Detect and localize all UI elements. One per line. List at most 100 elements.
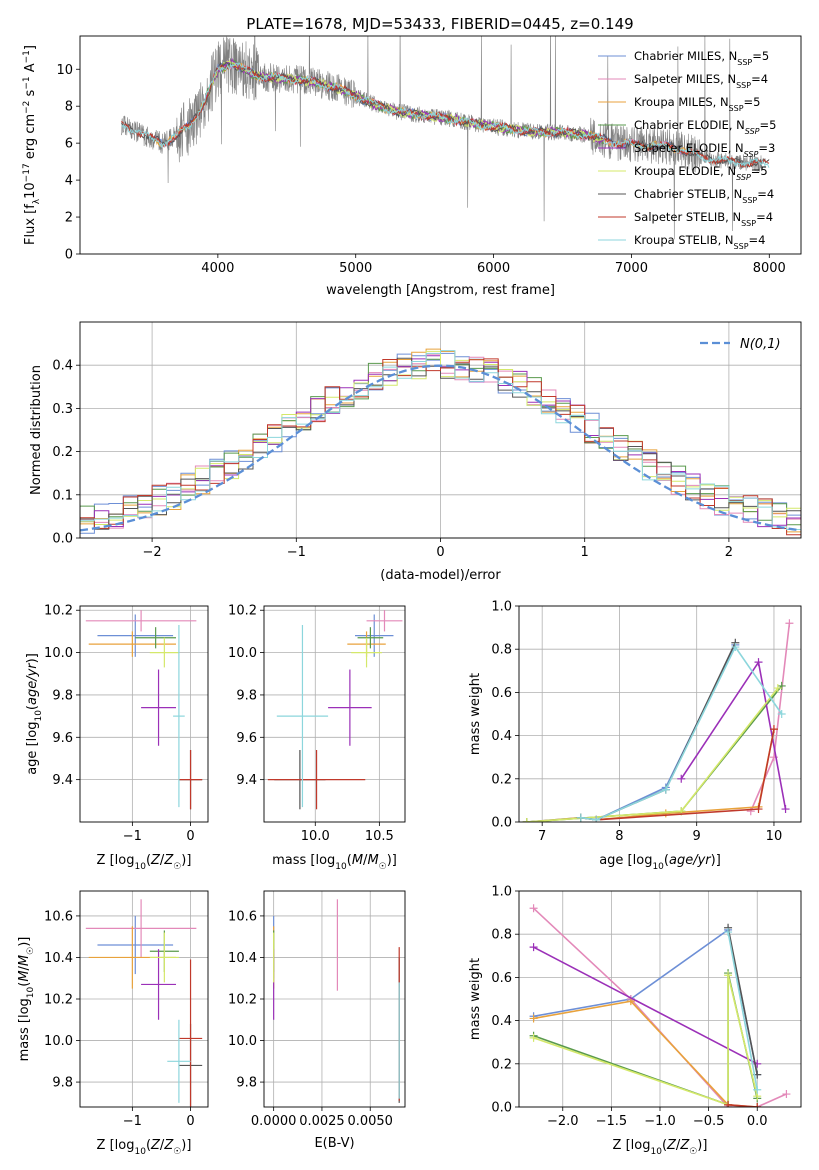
- x-axis-label: Z [log10(Z/Z☉)]: [97, 853, 192, 872]
- x-axis-label: E(B-V): [314, 1136, 354, 1151]
- weight-plot-area: [529, 904, 791, 1107]
- y-tick-label: 10.0: [228, 1034, 257, 1049]
- x-tick-label: 5000: [339, 261, 372, 276]
- svg-text:Z [log10(Z/Z☉)]: Z [log10(Z/Z☉)]: [97, 853, 192, 872]
- y-axis-label: mass [log10(M/M☉)]: [17, 937, 36, 1062]
- x-tick-label: 8000: [753, 261, 786, 276]
- y-tick-label: 10.4: [44, 951, 73, 966]
- ticks: 10.0 10.5 9.4 9.6 9.8 10.0 10.2: [228, 604, 394, 844]
- y-tick-label: 1.0: [491, 885, 512, 900]
- y-tick-label: 0.6: [491, 971, 512, 986]
- x-tick-label: −2.0: [547, 1114, 579, 1129]
- x-axis-label: (data-model)/error: [380, 568, 501, 583]
- x-tick-label: 1: [581, 545, 589, 560]
- weight-series: [529, 971, 762, 1107]
- ebv-vs-mass-panel: 0.0000 0.0025 0.0050 9.8 10.0 10.2 10.4 10.6 E(B…: [228, 890, 406, 1151]
- model-spectrum: [121, 63, 770, 168]
- x-tick-label: −1.5: [596, 1114, 628, 1129]
- z-vs-weight-panel: −2.0 −1.5 −1.0 −0.5 0.0 0.0 0.2 0.4 0.6 0.8 1.0 mas…: [468, 885, 802, 1157]
- y-tick-label: 10.0: [44, 646, 73, 661]
- weight-marker: [592, 815, 601, 822]
- y-tick-label: 8: [65, 100, 73, 115]
- legend-entry: N(0,1): [740, 337, 781, 352]
- errorbar-point: [141, 669, 176, 746]
- x-axis-label: mass [log10(M/M☉)]: [272, 853, 397, 872]
- y-tick-label: 0.2: [491, 772, 512, 787]
- x-tick-label: 0.0000: [251, 1114, 297, 1129]
- y-tick-label: 0: [65, 248, 73, 263]
- y-tick-label: 0.6: [491, 686, 512, 701]
- x-tick-label: 4000: [201, 261, 234, 276]
- weight-marker: [753, 1085, 762, 1094]
- weight-series: [522, 640, 740, 822]
- x-tick-label: 0.0: [747, 1114, 768, 1129]
- weight-line: [533, 972, 758, 1106]
- weight-marker: [781, 805, 790, 814]
- x-tick-label: −0.5: [693, 1114, 725, 1129]
- weight-series: [724, 1100, 762, 1107]
- weight-marker: [576, 813, 585, 822]
- errorbar-point: [149, 932, 179, 983]
- weight-line: [533, 907, 787, 1107]
- weight-marker: [529, 1014, 538, 1023]
- weight-marker: [782, 1090, 791, 1099]
- normal-curve: [80, 364, 799, 532]
- x-tick-label: 0: [186, 1114, 194, 1129]
- ticks: −1 0 9.8 10.0 10.2 10.4 10.6: [44, 909, 195, 1129]
- spectrum-plot-area: [120, 36, 770, 240]
- legend-entry: Salpeter MILES, NSSP=4: [634, 72, 768, 90]
- legend-entry: Kroupa MILES, NSSP=5: [634, 95, 760, 113]
- model-spectrum: [120, 61, 770, 169]
- x-tick-label: 10: [766, 829, 783, 844]
- grid: [264, 891, 405, 1107]
- axes-frame: [79, 35, 802, 255]
- axes-frame: [263, 890, 406, 1108]
- y-tick-label: 2: [65, 211, 73, 226]
- x-tick-label: 0.0050: [347, 1114, 393, 1129]
- weight-marker: [777, 710, 786, 718]
- weight-marker: [529, 943, 538, 952]
- axes-frame: [518, 890, 802, 1108]
- weight-marker: [661, 809, 670, 818]
- y-tick-label: 1.0: [491, 600, 512, 615]
- weight-series: [576, 643, 786, 822]
- weight-line: [526, 685, 783, 822]
- weight-line: [533, 946, 758, 1065]
- axes-frame: [79, 890, 209, 1108]
- mass-vs-age-panel: 10.0 10.5 9.4 9.6 9.8 10.0 10.2 mass [log10(M/M…: [228, 604, 406, 872]
- weight-plot-area: [522, 619, 794, 822]
- weight-marker: [754, 658, 763, 667]
- ticks: 7 8 9 10 0.0 0.2 0.4 0.6 0.8 1.0: [491, 600, 782, 845]
- weight-series: [529, 969, 762, 1107]
- errorbar-plot-area: [85, 899, 203, 1107]
- errorbar-point: [97, 915, 174, 975]
- svg-text:mass [log10(M/M☉)]: mass [log10(M/M☉)]: [17, 937, 36, 1062]
- svg-text:Z [log10(Z/Z☉)]: Z [log10(Z/Z☉)]: [613, 1138, 708, 1157]
- model-spectrum: [121, 62, 770, 168]
- grid: [80, 606, 208, 822]
- y-tick-label: 9.8: [52, 688, 73, 703]
- y-tick-label: 4: [65, 174, 73, 189]
- x-tick-label: −2: [143, 545, 162, 560]
- histogram-plot-area: [80, 348, 801, 538]
- x-tick-label: 6000: [477, 261, 510, 276]
- ticks: 4000 5000 6000 7000 8000 0 2 4 6 8 10: [56, 63, 785, 276]
- y-tick-label: 0.0: [491, 1101, 512, 1116]
- x-tick-label: 0: [436, 545, 444, 560]
- ticks: −2.0 −1.5 −1.0 −0.5 0.0 0.0 0.2 0.4 0.6 0.8 1.0: [491, 885, 767, 1130]
- svg-text:Flux [fλ10−17 erg cm−2 s−1 A−1: Flux [fλ10−17 erg cm−2 s−1 A−1]: [22, 45, 42, 245]
- y-tick-label: 9.6: [52, 731, 73, 746]
- x-axis-label: Z [log10(Z/Z☉)]: [97, 1138, 192, 1157]
- x-tick-label: 9: [693, 829, 701, 844]
- y-tick-label: 10.2: [228, 604, 257, 619]
- weight-marker: [731, 643, 740, 652]
- ticks: −1 0 9.4 9.6 9.8 10.0 10.2: [44, 604, 195, 844]
- x-tick-label: 10.0: [301, 829, 330, 844]
- errorbar-point: [85, 610, 197, 632]
- y-tick-label: 0.0: [52, 532, 73, 547]
- errorbar-point: [178, 959, 203, 1107]
- x-tick-label: −1.0: [644, 1114, 676, 1129]
- weight-series: [522, 684, 782, 822]
- errorbar-point: [276, 625, 329, 808]
- y-tick-label: 6: [65, 137, 73, 152]
